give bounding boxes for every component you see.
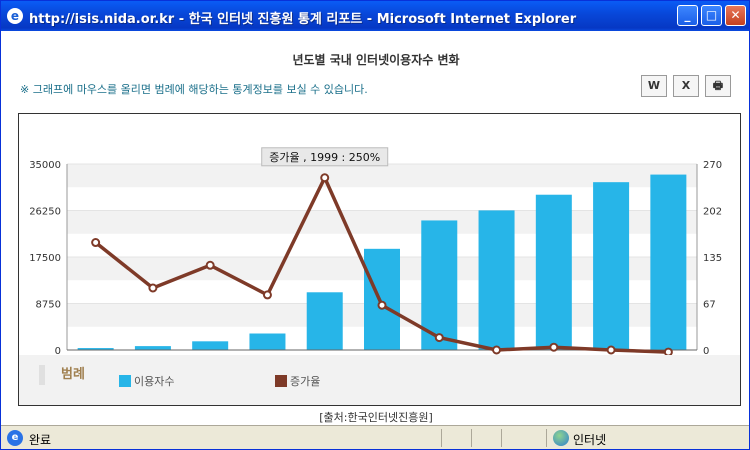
legend-swatch-growth xyxy=(275,375,287,387)
legend-marker xyxy=(39,365,45,385)
minimize-button[interactable]: _ xyxy=(677,5,698,26)
bar xyxy=(421,220,458,350)
bar xyxy=(192,341,229,350)
grid-band xyxy=(67,164,697,188)
report-title: 년도별 국내 인터넷이용자수 변화 xyxy=(292,53,460,67)
legend-title: 범례 xyxy=(61,367,85,382)
status-separator xyxy=(546,429,547,447)
chart-svg: 3500026250175008750027020213567019951996… xyxy=(29,147,722,381)
bar xyxy=(306,292,343,350)
left-tick-label: 35000 xyxy=(29,160,61,171)
status-text: 완료 xyxy=(29,433,52,447)
left-tick-label: 26250 xyxy=(29,207,61,218)
growth-point xyxy=(148,283,158,293)
legend-item-growth[interactable]: 증가율 xyxy=(275,373,320,389)
legend-label-users: 이용자수 xyxy=(134,375,175,388)
growth-point xyxy=(606,345,616,355)
source-note: [출처:한국인터넷진흥원] xyxy=(319,411,433,424)
bar xyxy=(535,194,572,350)
maximize-button[interactable]: □ xyxy=(701,5,722,26)
growth-point xyxy=(492,345,502,355)
legend-area: 범례 이용자수 증가율 xyxy=(19,355,740,405)
export-word-button[interactable]: W xyxy=(641,75,667,97)
growth-point xyxy=(434,333,444,343)
close-button[interactable]: ✕ xyxy=(725,5,746,26)
status-bar: e 완료 인터넷 xyxy=(1,425,749,449)
legend-swatch-users xyxy=(119,375,131,387)
zone-text: 인터넷 xyxy=(573,433,607,447)
legend-item-users[interactable]: 이용자수 xyxy=(119,373,174,389)
right-tick-label: 202 xyxy=(703,207,722,218)
bar xyxy=(249,333,286,350)
growth-point xyxy=(320,173,330,183)
page-content: 년도별 국내 인터넷이용자수 변화 ※ 그래프에 마우스를 올리면 범례에 해당… xyxy=(4,31,748,425)
title-bar[interactable]: e http://isis.nida.or.kr - 한국 인터넷 진흥원 통계… xyxy=(1,1,749,31)
chart-hint: ※ 그래프에 마우스를 올리면 범례에 해당하는 통계정보를 보실 수 있습니다… xyxy=(20,83,368,96)
right-tick-label: 270 xyxy=(703,160,722,171)
bar xyxy=(650,174,687,350)
chart-container: 3500026250175008750027020213567019951996… xyxy=(18,113,741,406)
growth-point xyxy=(549,342,559,352)
right-tick-label: 0 xyxy=(703,346,709,355)
tooltip-text: 증가율 , 1999 : 250% xyxy=(269,151,380,164)
export-excel-button[interactable]: X xyxy=(673,75,699,97)
bar xyxy=(364,248,400,350)
left-tick-label: 8750 xyxy=(36,300,61,311)
print-button[interactable]: 🖶 xyxy=(705,75,731,97)
status-separator xyxy=(441,429,442,447)
right-tick-label: 67 xyxy=(703,300,716,311)
growth-point xyxy=(262,290,272,300)
growth-point xyxy=(91,238,101,248)
window-title: http://isis.nida.or.kr - 한국 인터넷 진흥원 통계 리… xyxy=(29,12,577,27)
status-separator xyxy=(471,429,472,447)
bar xyxy=(77,348,114,350)
growth-point xyxy=(377,300,387,310)
tooltip-box xyxy=(261,147,389,167)
growth-point xyxy=(205,260,215,270)
page-done-icon: e xyxy=(7,430,23,446)
left-tick-label: 0 xyxy=(55,346,61,355)
right-tick-label: 135 xyxy=(703,253,722,264)
internet-zone-icon xyxy=(553,430,569,446)
left-tick-label: 17500 xyxy=(29,253,61,264)
bar xyxy=(478,210,515,350)
legend-label-growth: 증가율 xyxy=(290,375,321,388)
ie-icon: e xyxy=(7,8,23,24)
bar xyxy=(134,346,171,350)
bar xyxy=(593,182,630,350)
status-separator xyxy=(501,429,502,447)
